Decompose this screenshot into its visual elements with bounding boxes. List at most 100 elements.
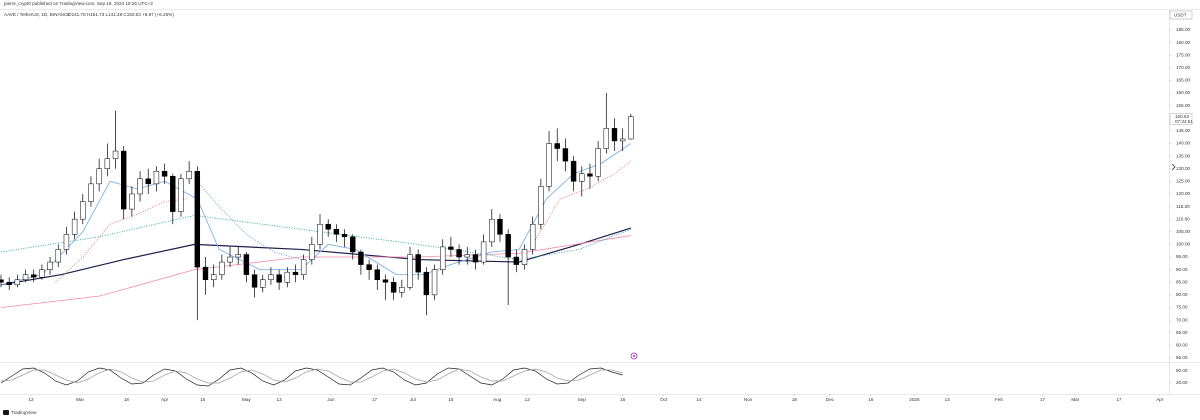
candle-body	[513, 256, 520, 265]
y-tick-label: 95.00	[1176, 254, 1188, 259]
y-tick-label: 140.00	[1176, 141, 1190, 146]
candle-body	[137, 178, 143, 195]
indicator-line	[0, 368, 623, 384]
scroll-arrow[interactable]	[1171, 163, 1176, 171]
x-tick-label: 13	[945, 397, 951, 402]
x-tick-label: 12	[525, 397, 531, 402]
candle-body	[276, 274, 282, 283]
candle-body	[521, 249, 528, 265]
y-tick-label: 55.00	[1176, 355, 1188, 360]
candle-body	[202, 266, 209, 280]
candle-body	[333, 229, 340, 235]
candle-body	[464, 254, 470, 258]
candle-body	[309, 244, 315, 260]
x-tick-label: 12	[28, 397, 34, 402]
candle-body	[407, 254, 413, 288]
candle-body	[129, 193, 135, 210]
candle-body	[587, 173, 593, 177]
x-tick-label: 17	[1040, 397, 1046, 402]
candle-body	[80, 201, 86, 220]
candle-body	[235, 254, 241, 258]
y-tick-label: 125.00	[1176, 179, 1190, 184]
candle-body	[170, 176, 176, 212]
candle-body	[350, 236, 356, 253]
candle-body	[71, 218, 78, 235]
candle-body	[120, 150, 127, 210]
candle-body	[47, 261, 53, 270]
countdown-label: 07:34:51	[1175, 119, 1193, 124]
indicator-line	[0, 214, 632, 261]
candle-body	[366, 264, 372, 270]
indicator-line	[0, 143, 632, 286]
x-tick-label: 17	[372, 397, 378, 402]
candle-body	[219, 261, 225, 275]
candle-body	[603, 128, 610, 149]
candle-body	[260, 279, 266, 288]
x-tick-label: Apr	[161, 397, 169, 402]
candle-body	[448, 246, 454, 250]
indicator-line	[55, 160, 632, 283]
candle-body	[88, 183, 94, 202]
x-tick-label: Feb	[995, 397, 1003, 402]
y-tick-label: 175.00	[1176, 52, 1190, 57]
candle-body	[611, 128, 618, 142]
candle-body	[399, 287, 405, 293]
y-tick-label: 90.00	[1176, 267, 1188, 272]
candle-body	[341, 234, 348, 238]
x-tick-label: Oct	[660, 397, 668, 402]
x-tick-label: 16	[620, 397, 626, 402]
last-price-label: 150.63	[1175, 114, 1189, 119]
y-tick-label: 130.00	[1176, 166, 1190, 171]
candle-body	[358, 251, 364, 265]
candle-body	[628, 116, 634, 140]
candle-body	[292, 271, 299, 275]
candle-body	[325, 223, 331, 230]
candle-body	[505, 234, 511, 258]
x-tick-label: 18	[124, 397, 130, 402]
publisher-header: pierre_crypt0 published on TradingView.c…	[4, 1, 153, 6]
candle-body	[440, 246, 446, 270]
candle-body	[178, 178, 184, 212]
candle-body	[6, 282, 12, 286]
candle-body	[489, 218, 495, 243]
y-tick-label: 145.00	[1176, 128, 1190, 133]
candle-body	[579, 173, 585, 182]
y-tick-label: 185.00	[1176, 27, 1190, 32]
event-icon-dot	[633, 355, 635, 357]
x-tick-label: Mar	[1071, 397, 1079, 402]
osc-tick-label: 20.00	[1176, 380, 1188, 385]
y-tick-label: 165.00	[1176, 78, 1190, 83]
x-tick-label: 15	[200, 397, 206, 402]
candle-body	[619, 138, 626, 142]
candle-body	[0, 279, 4, 283]
candle-body	[546, 143, 552, 187]
y-tick-label: 65.00	[1176, 330, 1188, 335]
y-tick-label: 60.00	[1176, 343, 1188, 348]
y-tick-label: 85.00	[1176, 279, 1188, 284]
candle-body	[194, 170, 201, 268]
candle-body	[96, 168, 102, 185]
logo-text: TradingView	[11, 410, 37, 415]
x-tick-label: May	[242, 397, 251, 402]
logo-icon	[3, 410, 9, 415]
indicator-line	[0, 367, 623, 387]
candle-body	[251, 274, 258, 288]
y-tick-label: 180.00	[1176, 40, 1190, 45]
y-tick-label: 120.00	[1176, 191, 1190, 196]
last-price-box	[1169, 113, 1193, 125]
logo: TradingView	[3, 410, 37, 415]
y-tick-label: 160.00	[1176, 90, 1190, 95]
x-tick-label: Apr	[1156, 397, 1164, 402]
candle-body	[472, 254, 479, 263]
x-tick-label: 2025	[909, 397, 920, 402]
candle-body	[243, 254, 250, 275]
y-tick-label: 70.00	[1176, 317, 1188, 322]
candle-body	[456, 249, 462, 258]
x-tick-label: Aug	[493, 397, 502, 402]
candle-body	[39, 269, 45, 278]
y-tick-label: 105.00	[1176, 229, 1190, 234]
currency-label: USDT	[1174, 12, 1187, 17]
x-tick-label: Nov	[744, 397, 753, 402]
candle-body	[284, 271, 291, 283]
